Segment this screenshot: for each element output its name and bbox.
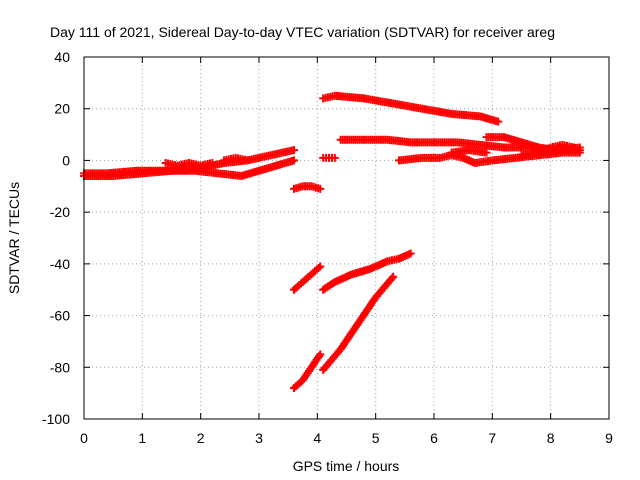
data-point [570, 143, 578, 152]
y-tick-label: -20 [50, 204, 70, 220]
x-tick-label: 7 [488, 430, 496, 446]
data-point [243, 156, 252, 165]
x-tick-label: 9 [605, 430, 613, 446]
data-point [406, 249, 415, 258]
data-point [208, 159, 217, 168]
plot-frame [83, 56, 610, 420]
axis-ticks: 0 1 2 3 4 5 6 7 8 9 -100 -80 -60 -40 -20 0 20 40 [42, 49, 613, 446]
x-tick-label: 4 [313, 430, 321, 446]
series-track-5 [290, 182, 325, 193]
data-point [482, 148, 491, 157]
data-point [290, 156, 298, 165]
series-track-10 [447, 146, 491, 157]
series-track-4 [220, 153, 252, 165]
y-tick-label: -60 [50, 308, 70, 324]
x-tick-label: 0 [80, 430, 88, 446]
data-point [290, 146, 298, 155]
series-track-14 [319, 249, 415, 294]
y-tick-label: 0 [62, 152, 70, 168]
data-point [389, 272, 398, 281]
y-tick-label: -40 [50, 256, 70, 272]
series-track-3 [161, 159, 217, 170]
data-points [80, 91, 584, 392]
series-track-16 [319, 272, 398, 374]
x-tick-label: 6 [430, 430, 438, 446]
data-point [316, 184, 325, 193]
series-track-7 [319, 91, 503, 126]
series-track-9 [395, 148, 584, 168]
data-point [494, 117, 503, 126]
data-point [316, 350, 325, 359]
x-tick-label: 3 [255, 430, 263, 446]
series-track-12 [517, 140, 578, 160]
x-tick-label: 1 [138, 430, 146, 446]
y-tick-label: -100 [42, 411, 70, 427]
y-tick-label: 40 [54, 49, 70, 65]
x-tick-label: 2 [197, 430, 205, 446]
chart-title: Day 111 of 2021, Sidereal Day-to-day VTE… [50, 24, 555, 40]
data-point [316, 262, 325, 271]
x-tick-label: 5 [372, 430, 380, 446]
x-axis-label: GPS time / hours [293, 458, 400, 474]
data-point [387, 274, 396, 283]
x-tick-label: 8 [547, 430, 555, 446]
series-track-13 [290, 262, 325, 294]
y-tick-label: 20 [54, 101, 70, 117]
data-point [330, 153, 339, 162]
series-track-6 [319, 153, 339, 162]
y-tick-label: -80 [50, 359, 70, 375]
y-axis-label: SDTVAR / TECUs [6, 182, 22, 294]
series-track-15 [290, 350, 325, 392]
